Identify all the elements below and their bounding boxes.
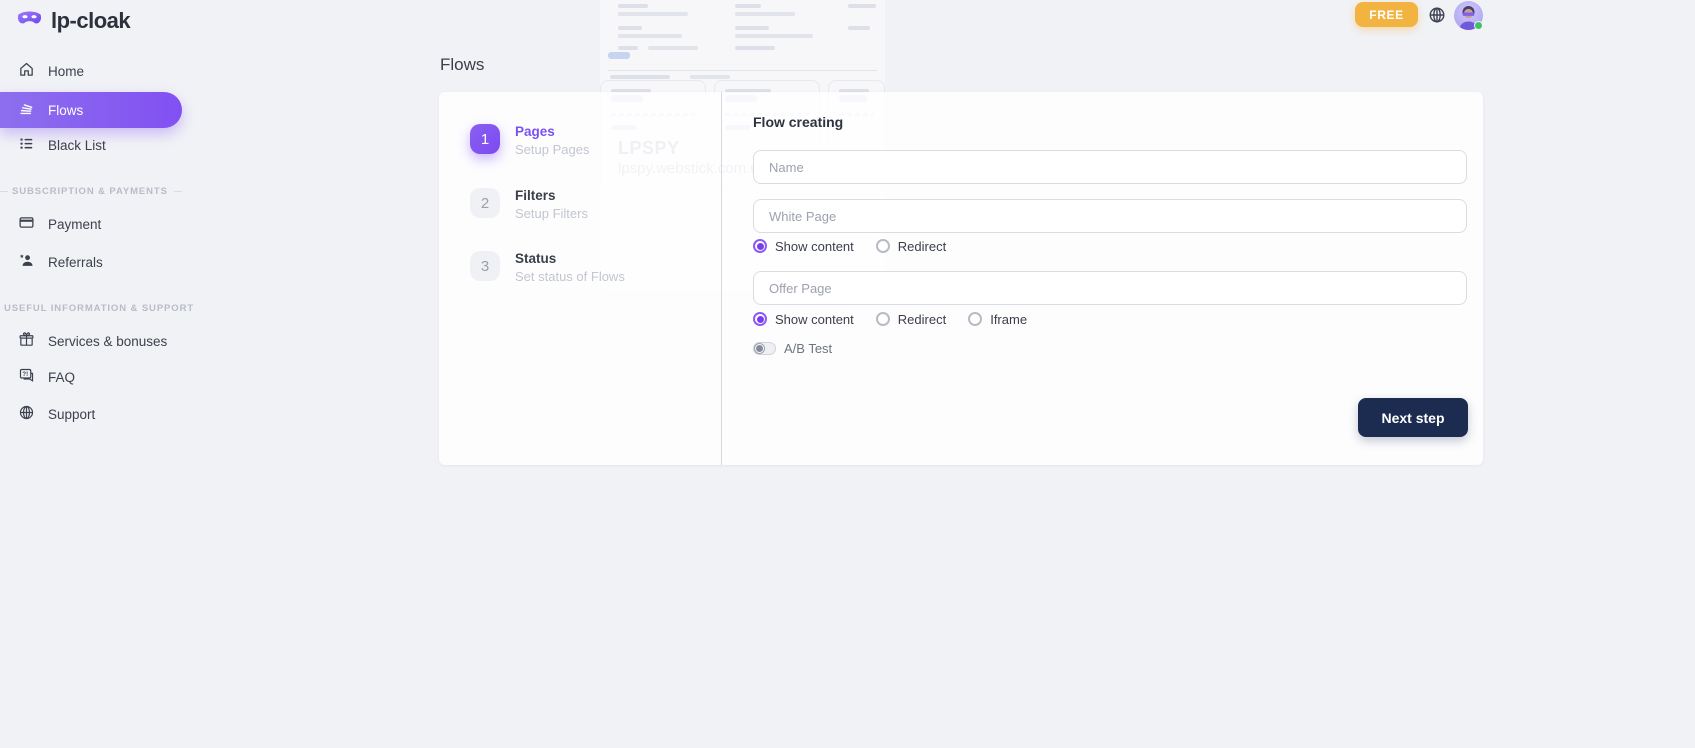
sidebar-item-home[interactable]: Home bbox=[0, 56, 182, 86]
radio-label: Redirect bbox=[897, 311, 947, 327]
sidebar-item-label: Payment bbox=[48, 216, 102, 232]
sidebar-item-label: Support bbox=[48, 406, 96, 422]
radio-label: Redirect bbox=[897, 238, 947, 254]
offer-page-redirect-radio[interactable]: Redirect bbox=[875, 311, 947, 327]
toggle-knob-icon bbox=[755, 343, 764, 353]
sidebar-item-black-list[interactable]: Black List bbox=[0, 130, 182, 160]
step-title: Pages bbox=[515, 124, 555, 139]
sidebar-item-label: Home bbox=[48, 63, 85, 79]
step-number-badge: 1 bbox=[470, 124, 500, 154]
white-page-mode-group: Show content Redirect bbox=[753, 238, 946, 254]
sidebar-item-flows[interactable]: Flows bbox=[0, 92, 182, 128]
white-page-input[interactable] bbox=[753, 199, 1467, 233]
radio-icon bbox=[875, 239, 890, 253]
sidebar-section-support: USEFUL INFORMATION & SUPPORT bbox=[0, 302, 193, 314]
online-status-dot bbox=[1474, 21, 1483, 30]
sidebar-item-label: Black List bbox=[48, 137, 106, 153]
step-number-badge: 3 bbox=[470, 251, 500, 281]
ab-test-toggle[interactable] bbox=[753, 341, 776, 355]
ab-test-toggle-row[interactable]: A/B Test bbox=[753, 340, 832, 356]
flows-icon bbox=[18, 100, 35, 120]
list-icon bbox=[18, 135, 35, 155]
mask-icon bbox=[16, 8, 43, 34]
sidebar-item-referrals[interactable]: Referrals bbox=[0, 247, 182, 277]
radio-label: Show content bbox=[775, 238, 854, 254]
sidebar-item-label: Services & bonuses bbox=[48, 333, 168, 349]
radio-icon bbox=[875, 312, 890, 326]
sidebar-section-subscription: SUBSCRIPTION & PAYMENTS bbox=[0, 185, 182, 197]
sidebar-item-payment[interactable]: Payment bbox=[0, 209, 182, 239]
radio-selected-icon bbox=[753, 312, 767, 326]
offer-page-mode-group: Show content Redirect Iframe bbox=[753, 311, 1027, 327]
white-page-redirect-radio[interactable]: Redirect bbox=[875, 238, 947, 254]
name-input[interactable] bbox=[753, 150, 1467, 184]
ab-test-label: A/B Test bbox=[784, 340, 833, 356]
globe-icon bbox=[18, 404, 35, 424]
credit-card-icon bbox=[18, 214, 35, 234]
step-title: Status bbox=[515, 251, 557, 266]
sidebar-item-label: FAQ bbox=[48, 369, 76, 385]
radio-icon bbox=[968, 312, 983, 326]
home-icon bbox=[18, 61, 35, 81]
next-step-button[interactable]: Next step bbox=[1358, 398, 1468, 437]
person-add-icon bbox=[18, 252, 35, 272]
radio-label: Show content bbox=[775, 311, 854, 327]
brand-name: lp-cloak bbox=[51, 8, 131, 33]
step-status[interactable]: 3 Status Set status of Flows bbox=[470, 251, 625, 284]
language-globe-icon[interactable] bbox=[1428, 6, 1446, 24]
form-title: Flow creating bbox=[753, 114, 844, 130]
sidebar-item-label: Flows bbox=[48, 102, 84, 118]
radio-selected-icon bbox=[753, 239, 767, 253]
modal-divider bbox=[721, 92, 722, 465]
sidebar: lp-cloak Home Flows Black List SUBSCRIPT… bbox=[0, 0, 193, 748]
plan-free-badge[interactable]: FREE bbox=[1355, 2, 1418, 27]
step-subtitle: Set status of Flows bbox=[515, 269, 625, 284]
step-number-badge: 2 bbox=[470, 188, 500, 218]
step-title: Filters bbox=[515, 188, 556, 203]
offer-page-show-content-radio[interactable]: Show content bbox=[753, 312, 854, 327]
svg-text:?!: ?! bbox=[22, 372, 28, 378]
sidebar-item-faq[interactable]: ?! FAQ bbox=[0, 362, 182, 392]
flow-creating-modal: 1 Pages Setup Pages 2 Filters Setup Filt… bbox=[439, 92, 1483, 465]
step-filters[interactable]: 2 Filters Setup Filters bbox=[470, 188, 588, 221]
sidebar-item-services[interactable]: Services & bonuses bbox=[0, 326, 182, 356]
step-pages[interactable]: 1 Pages Setup Pages bbox=[470, 124, 589, 157]
user-avatar[interactable] bbox=[1454, 1, 1483, 30]
faq-chat-icon: ?! bbox=[18, 367, 35, 387]
sidebar-item-label: Referrals bbox=[48, 254, 103, 270]
brand-logo[interactable]: lp-cloak bbox=[16, 8, 131, 34]
page-title: Flows bbox=[440, 55, 485, 74]
sidebar-item-support[interactable]: Support bbox=[0, 399, 182, 429]
offer-page-iframe-radio[interactable]: Iframe bbox=[968, 312, 1027, 327]
step-subtitle: Setup Filters bbox=[515, 206, 588, 221]
offer-page-input[interactable] bbox=[753, 271, 1467, 305]
radio-label: Iframe bbox=[990, 311, 1028, 327]
white-page-show-content-radio[interactable]: Show content bbox=[753, 239, 854, 254]
step-subtitle: Setup Pages bbox=[515, 142, 590, 157]
gift-icon bbox=[18, 331, 35, 351]
